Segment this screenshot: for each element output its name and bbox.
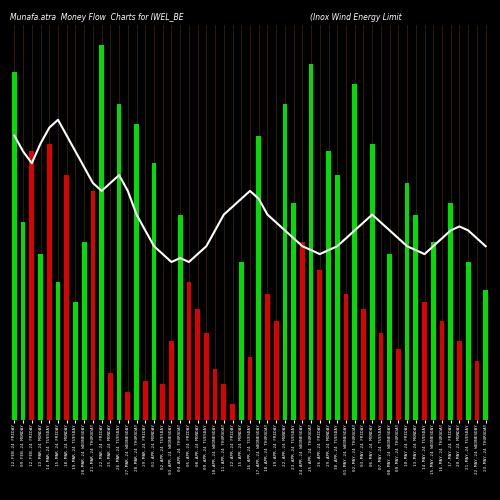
Bar xyxy=(64,175,69,420)
Bar xyxy=(222,384,226,420)
Bar xyxy=(30,152,34,420)
Bar xyxy=(73,302,78,420)
Bar xyxy=(361,310,366,420)
Bar xyxy=(326,152,331,420)
Bar xyxy=(378,333,384,420)
Bar xyxy=(370,144,374,420)
Bar xyxy=(404,183,409,420)
Bar xyxy=(387,254,392,420)
Bar xyxy=(335,175,340,420)
Bar xyxy=(152,163,156,420)
Bar xyxy=(344,294,348,420)
Bar xyxy=(47,144,52,420)
Bar xyxy=(20,222,25,420)
Bar xyxy=(38,254,43,420)
Bar xyxy=(248,357,252,420)
Bar xyxy=(239,262,244,420)
Bar xyxy=(56,282,60,420)
Bar xyxy=(308,64,314,420)
Bar xyxy=(134,124,139,420)
Bar xyxy=(483,290,488,420)
Bar xyxy=(440,322,444,420)
Bar xyxy=(99,44,104,420)
Bar xyxy=(160,384,165,420)
Bar xyxy=(300,242,305,420)
Bar xyxy=(169,341,174,420)
Bar xyxy=(448,202,453,420)
Bar xyxy=(212,368,218,420)
Bar xyxy=(82,242,86,420)
Bar xyxy=(116,104,121,420)
Bar xyxy=(204,333,209,420)
Bar xyxy=(256,136,261,420)
Bar xyxy=(195,310,200,420)
Bar xyxy=(414,214,418,420)
Bar xyxy=(108,372,113,420)
Bar xyxy=(282,104,288,420)
Bar xyxy=(474,361,480,420)
Bar xyxy=(274,322,278,420)
Bar xyxy=(457,341,462,420)
Text: (Inox Wind Energy Limit: (Inox Wind Energy Limit xyxy=(310,12,402,22)
Bar xyxy=(318,270,322,420)
Bar xyxy=(126,392,130,420)
Bar xyxy=(230,404,235,420)
Bar xyxy=(291,202,296,420)
Bar xyxy=(466,262,470,420)
Bar xyxy=(265,294,270,420)
Bar xyxy=(396,349,401,420)
Bar xyxy=(12,72,17,420)
Bar xyxy=(186,282,192,420)
Bar xyxy=(422,302,427,420)
Bar xyxy=(178,214,182,420)
Bar xyxy=(143,380,148,420)
Text: Munafa.atra  Money Flow  Charts for IWEL_BE: Munafa.atra Money Flow Charts for IWEL_B… xyxy=(10,12,184,22)
Bar xyxy=(90,191,96,420)
Bar xyxy=(352,84,357,420)
Bar xyxy=(431,242,436,420)
